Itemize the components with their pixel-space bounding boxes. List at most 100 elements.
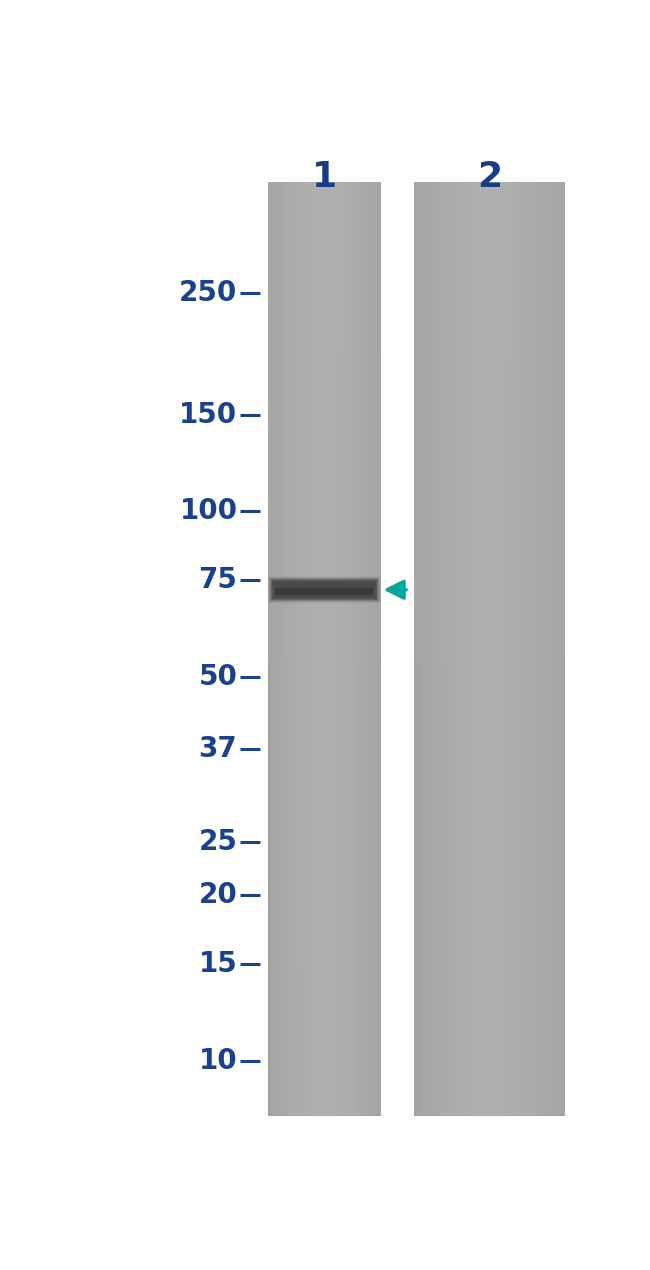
Bar xyxy=(527,182,530,1115)
Bar xyxy=(268,229,381,240)
Bar xyxy=(447,182,449,1115)
Bar xyxy=(268,883,381,894)
Bar xyxy=(268,1057,381,1069)
Bar xyxy=(373,182,375,1115)
Bar xyxy=(416,182,419,1115)
Bar xyxy=(459,182,462,1115)
Bar xyxy=(414,298,565,310)
Bar xyxy=(414,906,565,917)
Bar xyxy=(414,683,565,696)
Bar xyxy=(268,1104,381,1115)
Bar xyxy=(519,182,522,1115)
Bar xyxy=(414,193,565,204)
Bar xyxy=(285,182,287,1115)
Bar xyxy=(444,182,447,1115)
Bar xyxy=(414,824,565,836)
Bar xyxy=(268,182,381,193)
Bar xyxy=(414,217,565,229)
Bar xyxy=(514,182,517,1115)
Bar xyxy=(414,1069,565,1081)
Bar xyxy=(414,1011,565,1022)
Bar xyxy=(268,696,381,707)
Bar xyxy=(562,182,565,1115)
Bar xyxy=(414,1092,565,1104)
Bar xyxy=(432,182,434,1115)
Bar xyxy=(275,583,373,596)
Bar xyxy=(268,415,381,427)
Bar xyxy=(268,497,381,508)
Bar xyxy=(304,182,306,1115)
Bar xyxy=(268,204,381,217)
Bar xyxy=(273,182,275,1115)
Bar xyxy=(268,660,381,672)
Bar xyxy=(414,870,565,883)
Bar xyxy=(268,575,381,603)
Bar xyxy=(268,276,381,287)
Bar xyxy=(547,182,550,1115)
Bar xyxy=(554,182,557,1115)
Bar xyxy=(504,182,507,1115)
Bar xyxy=(291,182,292,1115)
Bar xyxy=(275,583,374,597)
Bar xyxy=(268,906,381,917)
Bar xyxy=(268,683,381,696)
Bar xyxy=(343,182,345,1115)
Bar xyxy=(469,182,472,1115)
Bar xyxy=(335,182,337,1115)
Bar xyxy=(268,287,381,298)
Bar xyxy=(345,182,347,1115)
Bar xyxy=(311,182,313,1115)
Bar xyxy=(462,182,464,1115)
Bar xyxy=(328,182,330,1115)
Bar xyxy=(351,182,353,1115)
Bar xyxy=(281,182,283,1115)
Bar xyxy=(414,345,565,357)
Bar xyxy=(268,707,381,719)
Bar xyxy=(268,485,381,497)
Bar xyxy=(268,1092,381,1104)
Bar xyxy=(268,1045,381,1057)
Bar xyxy=(268,392,381,404)
Bar xyxy=(530,182,532,1115)
Bar xyxy=(268,975,381,987)
Bar xyxy=(414,521,565,532)
Bar xyxy=(414,287,565,298)
Bar xyxy=(268,613,381,625)
Bar xyxy=(377,182,379,1115)
Bar xyxy=(449,182,452,1115)
Bar xyxy=(309,182,311,1115)
Text: 1: 1 xyxy=(312,160,337,194)
Bar xyxy=(268,577,380,602)
Bar xyxy=(268,824,381,836)
Bar xyxy=(414,263,565,276)
Bar xyxy=(414,497,565,508)
Bar xyxy=(268,240,381,251)
Bar xyxy=(270,579,378,601)
Bar xyxy=(318,182,320,1115)
Bar xyxy=(414,894,565,906)
Bar xyxy=(268,812,381,824)
Bar xyxy=(414,392,565,404)
Bar xyxy=(268,521,381,532)
Bar xyxy=(268,649,381,660)
Bar xyxy=(414,941,565,952)
Bar xyxy=(452,182,454,1115)
Bar xyxy=(414,789,565,800)
Bar xyxy=(472,182,474,1115)
Bar xyxy=(414,579,565,591)
Bar xyxy=(268,917,381,928)
Bar xyxy=(283,182,285,1115)
Bar xyxy=(268,438,381,451)
Bar xyxy=(489,182,492,1115)
Bar xyxy=(414,508,565,521)
Bar xyxy=(414,404,565,415)
Bar xyxy=(268,591,381,602)
Bar xyxy=(414,321,565,334)
Bar xyxy=(414,777,565,789)
Bar xyxy=(274,583,374,597)
Bar xyxy=(306,182,307,1115)
Text: 15: 15 xyxy=(199,950,237,978)
Bar xyxy=(268,836,381,847)
Bar xyxy=(268,345,381,357)
Bar xyxy=(426,182,429,1115)
